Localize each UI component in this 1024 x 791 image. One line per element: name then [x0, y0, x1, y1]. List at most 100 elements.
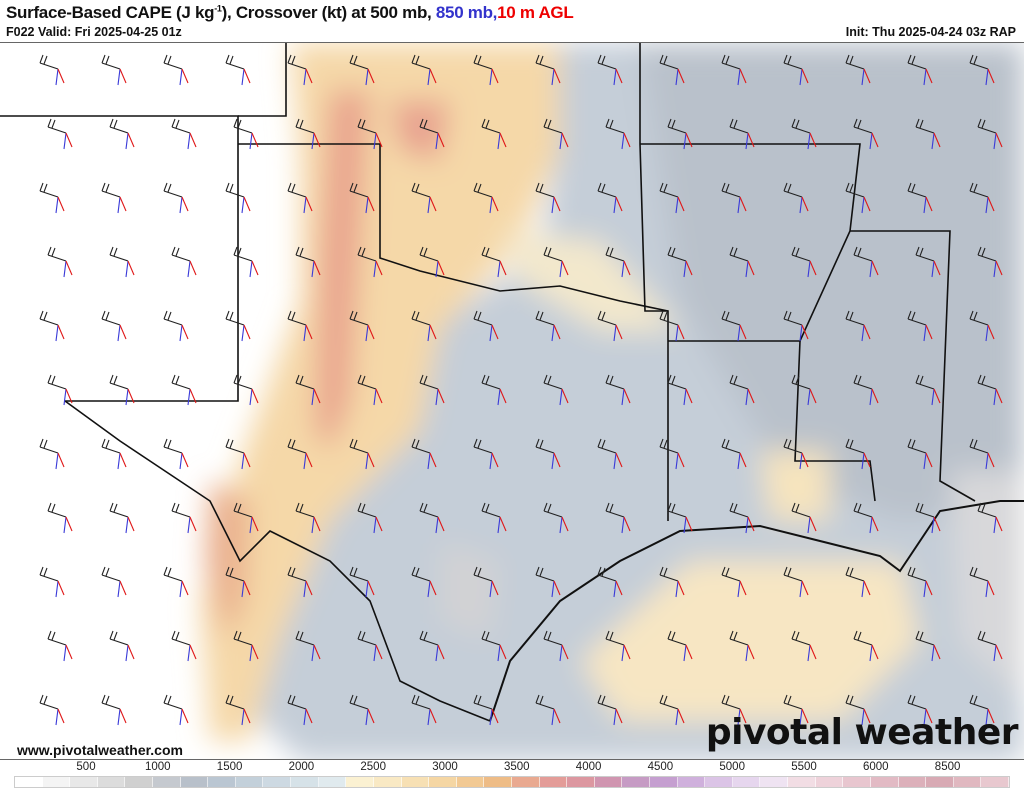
wind-barb — [853, 502, 879, 534]
wind-barb — [473, 182, 499, 214]
colorbar-cell — [732, 777, 761, 787]
wind-barb — [535, 310, 561, 342]
wind-barb — [287, 438, 313, 470]
wind-barb — [605, 118, 631, 150]
wind-barb — [481, 246, 507, 278]
colorbar-label: 3500 — [504, 761, 530, 773]
wind-barb — [171, 502, 197, 534]
colorbar-cell — [429, 777, 457, 787]
wind-barb — [597, 438, 623, 470]
wind-barb — [411, 566, 437, 598]
wind-barb — [729, 630, 755, 662]
wind-barb — [225, 182, 251, 214]
colorbar-cell — [70, 777, 98, 787]
colorbar-cell — [125, 777, 154, 787]
wind-barb — [783, 566, 809, 598]
colorbar-label: 4500 — [647, 761, 674, 773]
website-label[interactable]: www.pivotalweather.com — [14, 742, 186, 758]
wind-barb — [473, 310, 499, 342]
wind-barb — [729, 246, 755, 278]
wind-barb — [783, 310, 809, 342]
wind-barb — [233, 374, 259, 406]
colorbar-cell — [456, 777, 485, 787]
wind-barb — [163, 566, 189, 598]
wind-barb — [349, 310, 375, 342]
wind-barb — [101, 54, 127, 86]
wind-barb — [287, 182, 313, 214]
colorbar-cell — [981, 777, 1009, 787]
wind-barb — [163, 694, 189, 726]
wind-barb — [481, 630, 507, 662]
valid-time: F022 Valid: Fri 2025-04-25 01z — [6, 25, 182, 39]
map-title: Surface-Based CAPE (J kg-1), Crossover (… — [6, 3, 574, 22]
wind-barb — [349, 438, 375, 470]
wind-barb — [411, 182, 437, 214]
wind-barb — [969, 438, 995, 470]
wind-barb — [721, 54, 747, 86]
wind-barb — [667, 246, 693, 278]
wind-barb — [853, 374, 879, 406]
wind-barb — [473, 566, 499, 598]
colorbar-label: 1500 — [216, 761, 243, 773]
wind-barb — [349, 566, 375, 598]
wind-barb — [605, 374, 631, 406]
wind-barb — [233, 118, 259, 150]
wind-barb — [233, 630, 259, 662]
wind-barb — [667, 502, 693, 534]
colorbar-label: 1000 — [145, 761, 171, 773]
wind-barb — [47, 630, 73, 662]
colorbar-label: 6000 — [863, 761, 889, 773]
wind-barb — [791, 502, 817, 534]
wind-barb — [597, 694, 623, 726]
wind-barb — [357, 118, 383, 150]
wind-barb — [783, 182, 809, 214]
wind-barb — [977, 246, 1003, 278]
colorbar-cell — [346, 777, 374, 787]
wind-barb — [535, 438, 561, 470]
colorbar-cell — [373, 777, 402, 787]
wind-barb — [845, 566, 871, 598]
wind-barb — [667, 374, 693, 406]
wind-barb — [357, 502, 383, 534]
wind-barb — [791, 246, 817, 278]
wind-barb — [543, 118, 569, 150]
map-canvas — [0, 43, 1024, 759]
wind-barb — [163, 182, 189, 214]
wind-barb — [171, 118, 197, 150]
colorbar-label: 5000 — [719, 761, 745, 773]
wind-barb — [659, 566, 685, 598]
colorbar-label: 2000 — [288, 761, 315, 773]
wind-barb — [721, 566, 747, 598]
wind-barb — [791, 118, 817, 150]
wind-barb — [721, 310, 747, 342]
wind-barb — [543, 502, 569, 534]
colorbar-cell — [208, 777, 236, 787]
wind-barb — [411, 694, 437, 726]
wind-barb — [969, 310, 995, 342]
wind-barb — [171, 630, 197, 662]
wind-barb — [295, 630, 321, 662]
wind-barb — [783, 438, 809, 470]
wind-barb — [47, 374, 73, 406]
wind-barb — [473, 438, 499, 470]
wind-barb — [163, 310, 189, 342]
wind-barb — [729, 502, 755, 534]
wind-barb — [473, 54, 499, 86]
weather-map[interactable] — [0, 42, 1024, 760]
wind-barb — [845, 694, 871, 726]
colorbar-cell — [870, 777, 899, 787]
wind-barb — [915, 630, 941, 662]
wind-barb — [419, 502, 445, 534]
wind-barb — [481, 502, 507, 534]
wind-barb — [543, 630, 569, 662]
wind-barb — [977, 374, 1003, 406]
wind-barb — [605, 502, 631, 534]
wind-barb — [233, 246, 259, 278]
wind-barb — [171, 246, 197, 278]
wind-barb — [915, 502, 941, 534]
wind-barb — [39, 54, 65, 86]
wind-barb — [853, 630, 879, 662]
wind-barb — [419, 374, 445, 406]
wind-barb — [853, 246, 879, 278]
wind-barb — [659, 182, 685, 214]
